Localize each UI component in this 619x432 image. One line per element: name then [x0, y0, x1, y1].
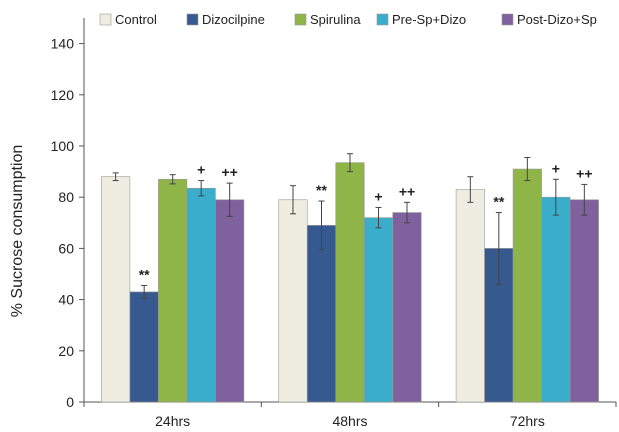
legend-swatch — [186, 13, 199, 26]
x-tick-label: 24hrs — [155, 413, 190, 429]
legend-swatch — [501, 13, 514, 26]
bar — [186, 187, 216, 403]
y-axis-title: % Sucrose consumption — [9, 145, 26, 318]
y-tick-label: 20 — [58, 343, 74, 359]
y-tick-label: 120 — [51, 87, 75, 103]
legend-swatch — [376, 13, 389, 26]
bar — [569, 199, 599, 403]
significance-label: + — [374, 188, 382, 204]
y-tick-label: 80 — [58, 189, 74, 205]
significance-label: + — [197, 162, 205, 178]
y-tick-label: 140 — [51, 36, 75, 52]
legend-label: Post-Dizo+Sp — [517, 12, 597, 27]
significance-label: ** — [139, 267, 150, 283]
x-axis: 24hrs 48hrs 72hrs — [83, 401, 617, 429]
y-tick-label: 40 — [58, 292, 74, 308]
legend-swatch — [99, 13, 112, 26]
legend-label: Spirulina — [310, 12, 361, 27]
bar — [363, 217, 394, 403]
y-tick-label: 60 — [58, 240, 74, 256]
bar — [215, 199, 245, 403]
bar — [455, 189, 485, 403]
legend-label: Pre-Sp+Dizo — [392, 12, 466, 27]
bar — [306, 225, 337, 403]
significance-label: ** — [316, 182, 327, 198]
legend-label: Control — [115, 12, 157, 27]
bar — [158, 178, 188, 403]
x-tick-label: 72hrs — [510, 413, 545, 429]
y-tick-label: 0 — [66, 394, 74, 410]
legend-swatch — [294, 13, 307, 26]
bar — [512, 168, 542, 403]
significance-label: ++ — [576, 165, 592, 181]
bar — [129, 291, 159, 403]
legend: Control Dizocilpine Spirulina Pre-Sp+Dizo Po… — [99, 12, 597, 27]
bar — [101, 176, 131, 403]
significance-label: ** — [493, 194, 504, 210]
bar — [541, 196, 571, 403]
bar — [335, 162, 365, 403]
bars: **+ ++** + ++**+ ++ — [101, 153, 599, 403]
significance-label: ++ — [399, 183, 415, 199]
bar — [278, 199, 308, 403]
bar — [392, 212, 422, 403]
significance-label: ++ — [221, 164, 237, 180]
significance-label: + — [552, 160, 560, 176]
x-tick-label: 48hrs — [332, 413, 367, 429]
legend-label: Dizocilpine — [202, 12, 265, 27]
y-tick-label: 100 — [51, 138, 75, 154]
y-axis: 0 20 40 60 80 100 120 140 — [51, 18, 85, 410]
